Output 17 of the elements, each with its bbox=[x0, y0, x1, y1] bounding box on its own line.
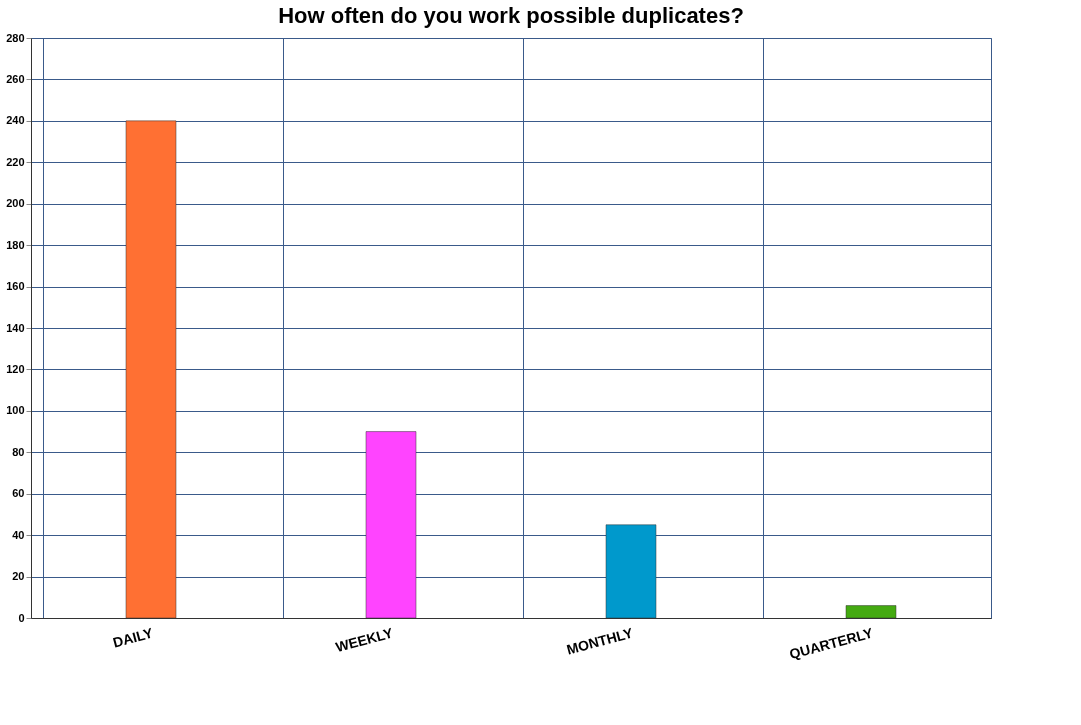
y-tick-label: 40 bbox=[12, 528, 25, 541]
x-tick-label: DAILY bbox=[111, 624, 156, 651]
y-tick-label: 140 bbox=[6, 321, 25, 334]
y-tick-label: 60 bbox=[12, 487, 25, 500]
y-tick-label: 120 bbox=[6, 362, 25, 375]
y-tick-label: 220 bbox=[6, 155, 25, 168]
y-tick-label: 100 bbox=[6, 404, 25, 417]
y-tick-label: 0 bbox=[18, 611, 25, 624]
chart-title: How often do you work possible duplicates? bbox=[278, 3, 744, 28]
y-tick-label: 200 bbox=[6, 197, 25, 210]
y-tick-label: 280 bbox=[6, 31, 25, 44]
y-tick-label: 240 bbox=[6, 114, 25, 127]
y-tick-label: 160 bbox=[6, 280, 25, 293]
y-tick-label: 20 bbox=[12, 570, 25, 583]
y-tick-label: 180 bbox=[6, 238, 25, 251]
y-tick-label: 80 bbox=[12, 445, 25, 458]
y-tick-label: 260 bbox=[6, 72, 25, 85]
